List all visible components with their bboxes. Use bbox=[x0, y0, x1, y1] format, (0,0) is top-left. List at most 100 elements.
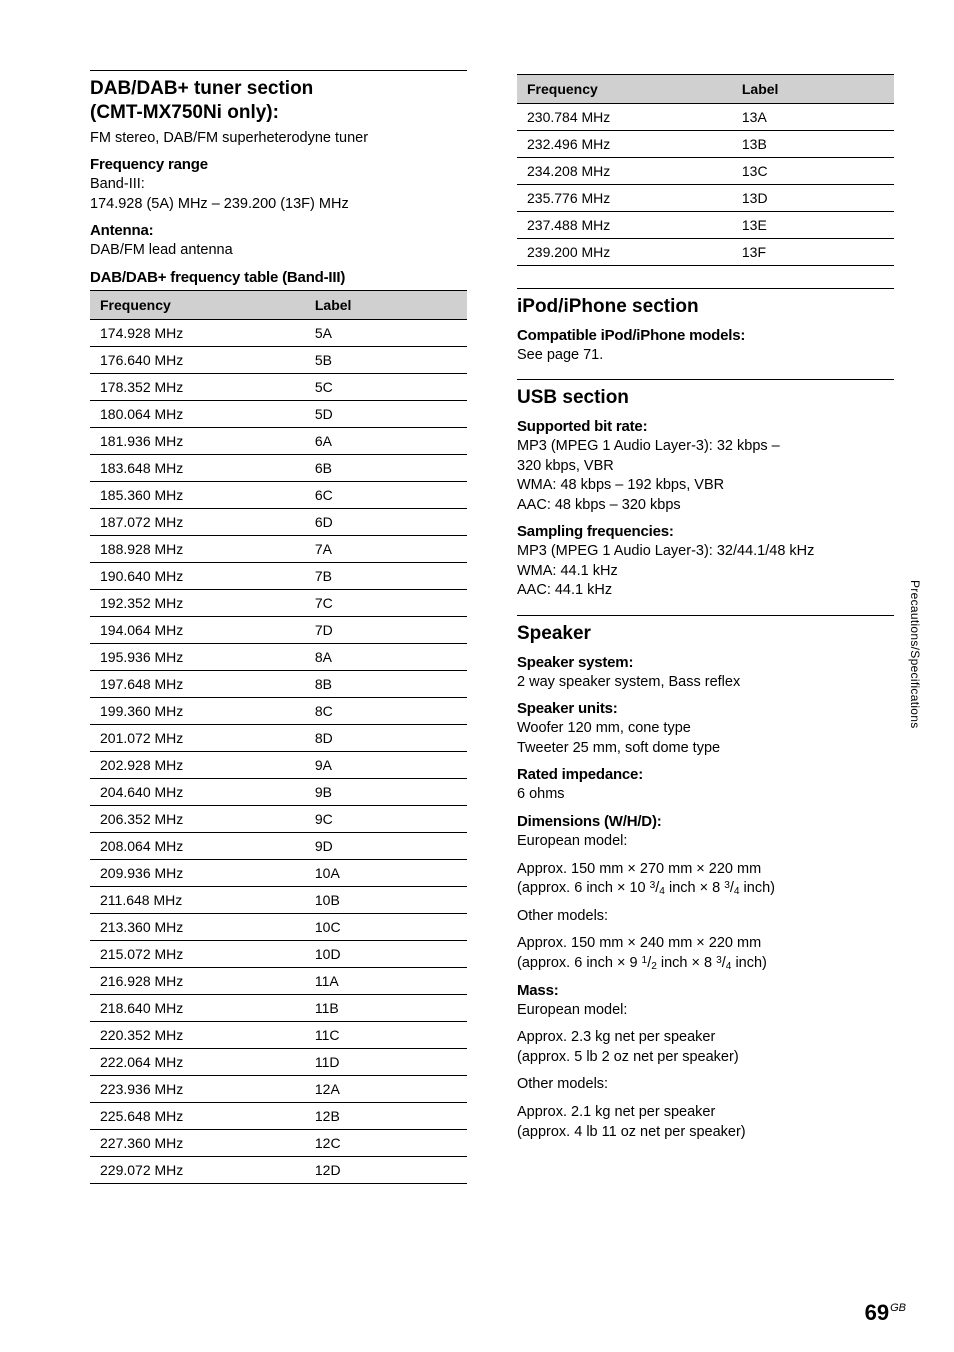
cell-label: 13F bbox=[732, 239, 894, 266]
usb-bitrate-heading: Supported bit rate: bbox=[517, 418, 894, 435]
table-row: 202.928 MHz9A bbox=[90, 751, 467, 778]
dab-title-line2: (CMT-MX750Ni only): bbox=[90, 101, 467, 125]
cell-label: 5C bbox=[305, 373, 467, 400]
cell-frequency: 206.352 MHz bbox=[90, 805, 305, 832]
speaker-units-l1: Woofer 120 mm, cone type bbox=[517, 719, 894, 739]
cell-frequency: 185.360 MHz bbox=[90, 481, 305, 508]
dim-eu-l1: Approx. 150 mm × 270 mm × 220 mm bbox=[517, 860, 894, 880]
table-row: 197.648 MHz8B bbox=[90, 670, 467, 697]
mass-eu-body: Approx. 2.3 kg net per speaker (approx. … bbox=[517, 1028, 894, 1067]
mass-eu-label: European model: bbox=[517, 1001, 894, 1021]
dab-desc: FM stereo, DAB/FM superheterodyne tuner bbox=[90, 129, 467, 149]
cell-frequency: 223.936 MHz bbox=[90, 1075, 305, 1102]
rated-impedance-text: 6 ohms bbox=[517, 785, 894, 805]
cell-label: 5A bbox=[305, 319, 467, 346]
usb-bitrate-l4: AAC: 48 kbps – 320 kbps bbox=[517, 496, 894, 516]
table-row: 208.064 MHz9D bbox=[90, 832, 467, 859]
cell-label: 12B bbox=[305, 1102, 467, 1129]
speaker-section-title: Speaker bbox=[517, 622, 894, 646]
cell-frequency: 225.648 MHz bbox=[90, 1102, 305, 1129]
cell-frequency: 197.648 MHz bbox=[90, 670, 305, 697]
usb-bitrate-body: MP3 (MPEG 1 Audio Layer-3): 32 kbps – 32… bbox=[517, 437, 894, 515]
cell-label: 13A bbox=[732, 104, 894, 131]
table-row: 230.784 MHz13A bbox=[517, 104, 894, 131]
usb-bitrate-l1: MP3 (MPEG 1 Audio Layer-3): 32 kbps – bbox=[517, 437, 894, 457]
mass-other-body: Approx. 2.1 kg net per speaker (approx. … bbox=[517, 1103, 894, 1142]
cell-label: 9A bbox=[305, 751, 467, 778]
cell-frequency: 230.784 MHz bbox=[517, 104, 732, 131]
cell-label: 7D bbox=[305, 616, 467, 643]
speaker-units-l2: Tweeter 25 mm, soft dome type bbox=[517, 739, 894, 759]
cell-label: 12A bbox=[305, 1075, 467, 1102]
table-row: 181.936 MHz6A bbox=[90, 427, 467, 454]
antenna-text: DAB/FM lead antenna bbox=[90, 241, 467, 261]
speaker-units-body: Woofer 120 mm, cone type Tweeter 25 mm, … bbox=[517, 719, 894, 758]
cell-label: 7A bbox=[305, 535, 467, 562]
cell-frequency: 192.352 MHz bbox=[90, 589, 305, 616]
usb-bitrate-l3: WMA: 48 kbps – 192 kbps, VBR bbox=[517, 476, 894, 496]
table-row: 199.360 MHz8C bbox=[90, 697, 467, 724]
cell-frequency: 211.648 MHz bbox=[90, 886, 305, 913]
th-label-2: Label bbox=[732, 75, 894, 104]
cell-label: 11C bbox=[305, 1021, 467, 1048]
cell-frequency: 209.936 MHz bbox=[90, 859, 305, 886]
cell-label: 13C bbox=[732, 158, 894, 185]
cell-label: 13D bbox=[732, 185, 894, 212]
cell-frequency: 213.360 MHz bbox=[90, 913, 305, 940]
th-label: Label bbox=[305, 290, 467, 319]
cell-frequency: 232.496 MHz bbox=[517, 131, 732, 158]
cell-label: 9D bbox=[305, 832, 467, 859]
cell-label: 10B bbox=[305, 886, 467, 913]
cell-label: 8C bbox=[305, 697, 467, 724]
usb-section-title: USB section bbox=[517, 386, 894, 410]
table-row: 215.072 MHz10D bbox=[90, 940, 467, 967]
cell-frequency: 237.488 MHz bbox=[517, 212, 732, 239]
table-row: 213.360 MHz10C bbox=[90, 913, 467, 940]
table-row: 222.064 MHz11D bbox=[90, 1048, 467, 1075]
table-row: 188.928 MHz7A bbox=[90, 535, 467, 562]
dab-title-line1: DAB/DAB+ tuner section bbox=[90, 77, 467, 101]
dim-other-body: Approx. 150 mm × 240 mm × 220 mm (approx… bbox=[517, 934, 894, 973]
table-row: 234.208 MHz13C bbox=[517, 158, 894, 185]
left-column: DAB/DAB+ tuner section (CMT-MX750Ni only… bbox=[90, 70, 467, 1184]
cell-frequency: 235.776 MHz bbox=[517, 185, 732, 212]
rated-impedance-heading: Rated impedance: bbox=[517, 766, 894, 783]
table-row: 185.360 MHz6C bbox=[90, 481, 467, 508]
table-row: 206.352 MHz9C bbox=[90, 805, 467, 832]
table-row: 180.064 MHz5D bbox=[90, 400, 467, 427]
mass-other-label: Other models: bbox=[517, 1075, 894, 1095]
cell-frequency: 216.928 MHz bbox=[90, 967, 305, 994]
mass-heading: Mass: bbox=[517, 982, 894, 999]
usb-sampling-body: MP3 (MPEG 1 Audio Layer-3): 32/44.1/48 k… bbox=[517, 542, 894, 601]
table-row: 218.640 MHz11B bbox=[90, 994, 467, 1021]
table-row: 178.352 MHz5C bbox=[90, 373, 467, 400]
dab-freq-table: Frequency Label 174.928 MHz5A176.640 MHz… bbox=[90, 290, 467, 1184]
side-tab-label: Precautions/Specifications bbox=[908, 580, 922, 729]
dimensions-heading: Dimensions (W/H/D): bbox=[517, 813, 894, 830]
ipod-section-title: iPod/iPhone section bbox=[517, 295, 894, 319]
cell-frequency: 229.072 MHz bbox=[90, 1156, 305, 1183]
dim-eu-l2: (approx. 6 inch × 10 3/4 inch × 8 3/4 in… bbox=[517, 879, 894, 899]
cell-label: 7C bbox=[305, 589, 467, 616]
cell-label: 10A bbox=[305, 859, 467, 886]
cell-frequency: 201.072 MHz bbox=[90, 724, 305, 751]
cell-frequency: 222.064 MHz bbox=[90, 1048, 305, 1075]
cell-frequency: 204.640 MHz bbox=[90, 778, 305, 805]
cell-frequency: 220.352 MHz bbox=[90, 1021, 305, 1048]
th-frequency-2: Frequency bbox=[517, 75, 732, 104]
usb-sampling-l2: WMA: 44.1 kHz bbox=[517, 562, 894, 582]
speaker-system-text: 2 way speaker system, Bass reflex bbox=[517, 673, 894, 693]
cell-label: 10C bbox=[305, 913, 467, 940]
mass-eu-l1: Approx. 2.3 kg net per speaker bbox=[517, 1028, 894, 1048]
ipod-compat-text: See page 71. bbox=[517, 346, 894, 366]
cell-label: 11B bbox=[305, 994, 467, 1021]
table-row: 174.928 MHz5A bbox=[90, 319, 467, 346]
cell-frequency: 218.640 MHz bbox=[90, 994, 305, 1021]
cell-frequency: 227.360 MHz bbox=[90, 1129, 305, 1156]
page-number-suffix: GB bbox=[890, 1302, 906, 1314]
mass-other-l1: Approx. 2.1 kg net per speaker bbox=[517, 1103, 894, 1123]
usb-sampling-l1: MP3 (MPEG 1 Audio Layer-3): 32/44.1/48 k… bbox=[517, 542, 894, 562]
table-row: 216.928 MHz11A bbox=[90, 967, 467, 994]
dim-eu-label: European model: bbox=[517, 832, 894, 852]
cell-label: 12C bbox=[305, 1129, 467, 1156]
